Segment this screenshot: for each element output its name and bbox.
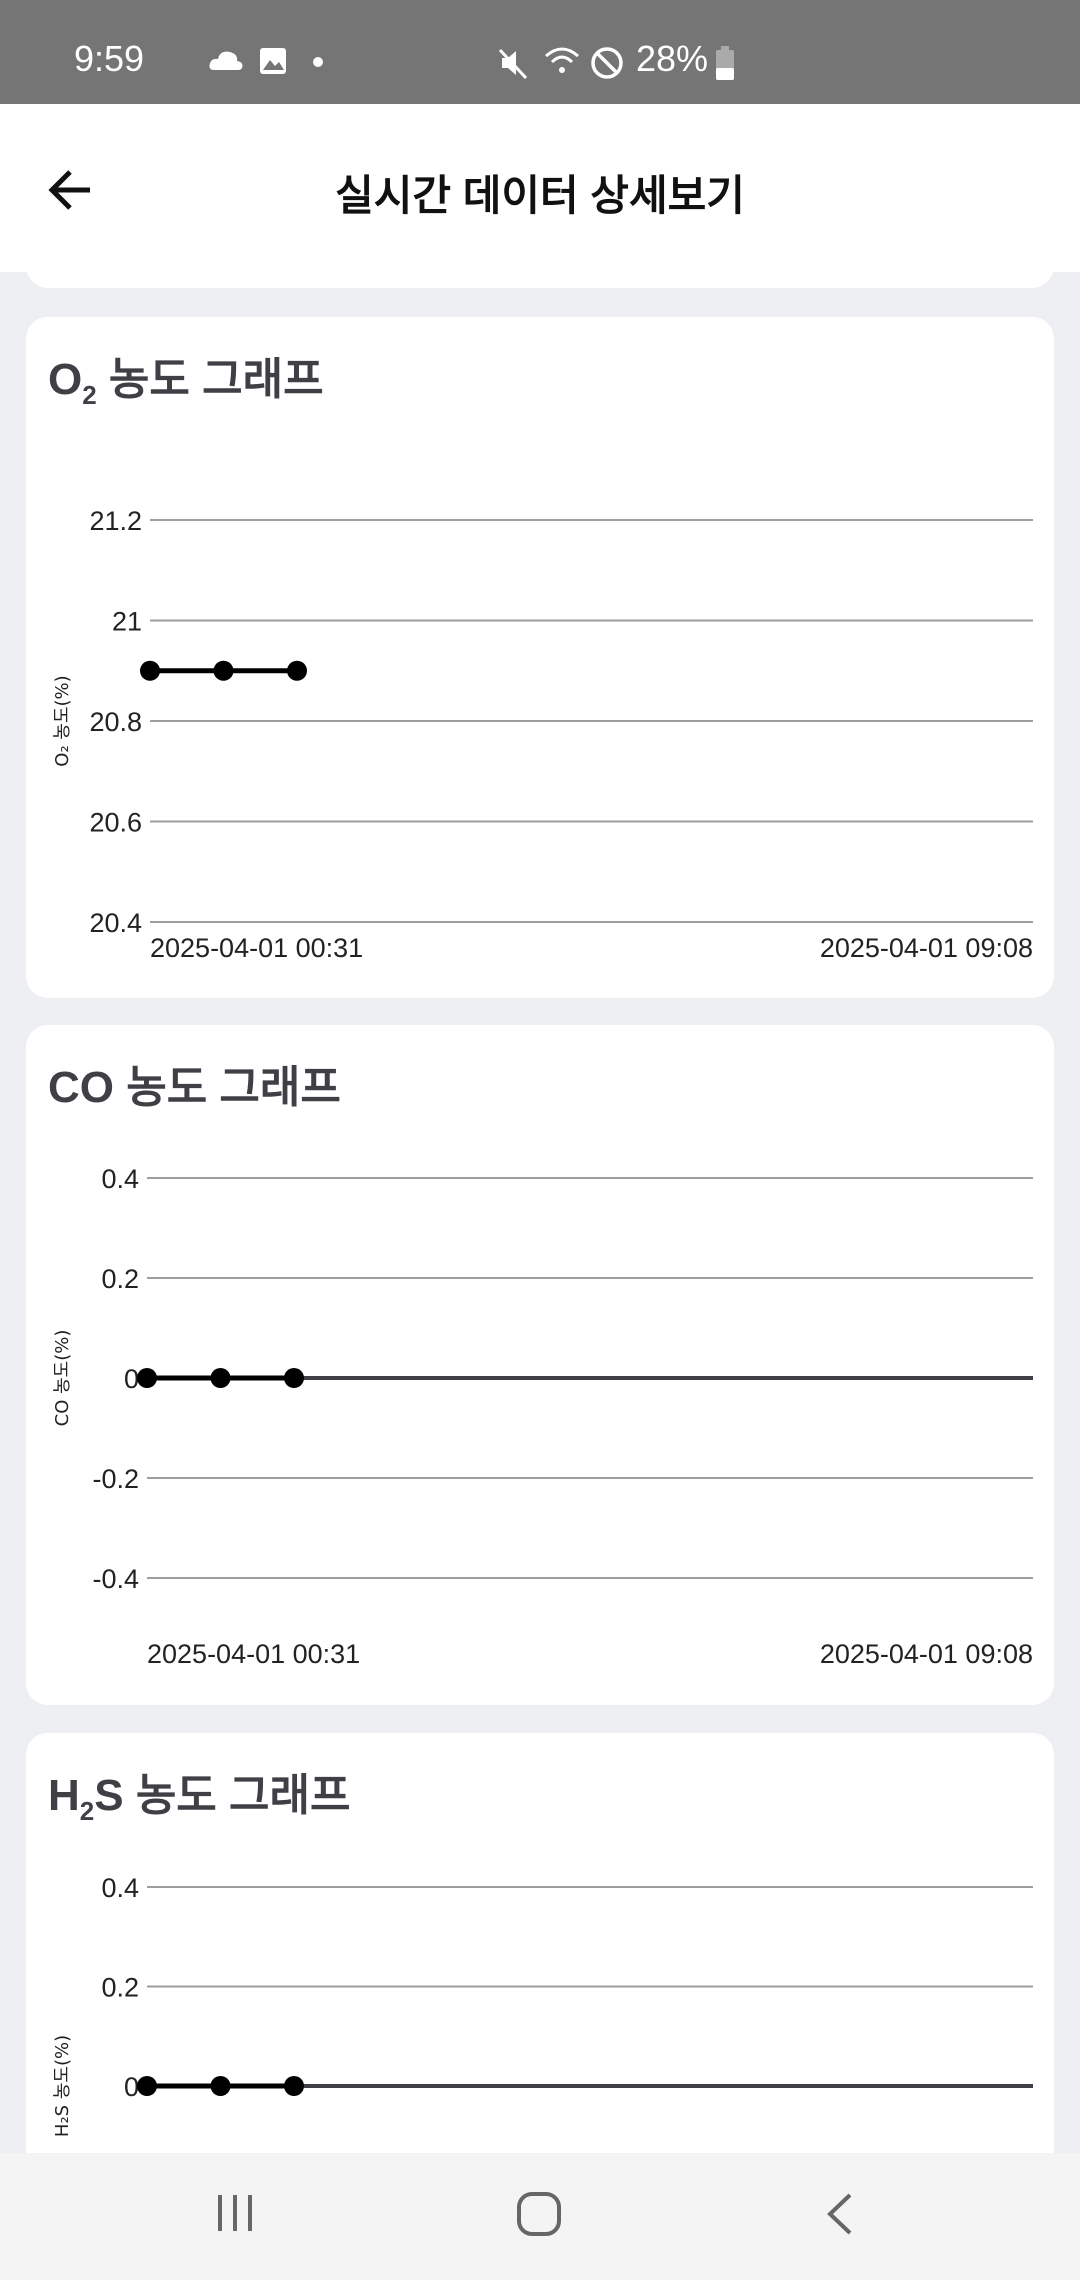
data-point: [284, 2076, 304, 2096]
y-tick-label: 0.4: [101, 1873, 139, 1903]
y-tick-label: 21: [112, 607, 142, 637]
co-chart-card: CO 농도 그래프 0.4 0.2 0 -0.2 -0.4 CO 농도(%) 2025-04…: [26, 1025, 1054, 1705]
data-point: [284, 1368, 304, 1388]
y-tick-label: 0.2: [101, 1973, 139, 2003]
y-axis-title: O₂ 농도(%): [52, 675, 73, 766]
navigation-bar: [0, 2153, 1080, 2280]
h2s-chart-card: H2S 농도 그래프 0.4 0.2 0 H₂S 농도(%): [26, 1733, 1054, 2233]
recent-apps-icon[interactable]: [210, 2191, 260, 2235]
battery-percent: 28%: [636, 38, 709, 79]
cloud-icon: [209, 51, 243, 70]
data-point: [287, 660, 307, 681]
battery-icon: [716, 46, 734, 80]
chart-title: H2S 농도 그래프: [48, 1771, 351, 1826]
y-tick-label: 0: [124, 1364, 139, 1394]
dot-icon: [313, 57, 323, 67]
chart-plot: 21.2 21 20.8 20.6 20.4 O₂ 농도(%) 2025-04-01 00:…: [52, 506, 1033, 963]
x-tick-label: 2025-04-01 00:31: [147, 1639, 360, 1669]
status-time: 9:59: [74, 38, 145, 79]
data-point: [140, 660, 160, 681]
y-tick-label: -0.2: [92, 1464, 139, 1494]
data-point: [137, 1368, 157, 1388]
do-not-disturb-icon: [591, 47, 623, 79]
x-tick-label: 2025-04-01 09:08: [820, 1639, 1033, 1669]
wifi-icon: [545, 47, 579, 73]
y-tick-label: 20.8: [89, 707, 142, 737]
arrow-left-icon[interactable]: [44, 162, 100, 218]
home-icon[interactable]: [514, 2189, 564, 2239]
o2-chart-card: O2 농도 그래프 21.2 21 20.8 20.6 20.4 O₂ 농도(%) 2025…: [26, 317, 1054, 998]
chart-title: CO 농도 그래프: [48, 1063, 341, 1112]
y-tick-label: 0.2: [101, 1264, 139, 1294]
y-tick-label: 0.4: [101, 1164, 139, 1194]
gallery-icon: [260, 48, 286, 74]
mute-icon: [498, 48, 528, 80]
previous-card: [26, 240, 1054, 288]
x-tick-label: 2025-04-01 09:08: [820, 933, 1033, 963]
chart-plot: 0.4 0.2 0 -0.2 -0.4 CO 농도(%) 2025-04-01 00:31 2…: [52, 1164, 1033, 1669]
page-title: 실시간 데이터 상세보기: [335, 172, 745, 219]
data-point: [213, 660, 234, 681]
y-tick-label: 20.4: [89, 908, 142, 938]
chart-plot: 0.4 0.2 0 H₂S 농도(%): [52, 1873, 1033, 2137]
data-point: [210, 2076, 231, 2096]
x-tick-label: 2025-04-01 00:31: [150, 933, 363, 963]
y-axis-title: CO 농도(%): [52, 1330, 73, 1427]
back-icon[interactable]: [820, 2191, 860, 2237]
y-tick-label: 0: [124, 2072, 139, 2102]
y-axis-title: H₂S 농도(%): [52, 2035, 73, 2137]
data-point: [137, 2076, 157, 2096]
y-tick-label: -0.4: [92, 1564, 139, 1594]
y-tick-label: 20.6: [89, 808, 142, 838]
status-bar: 9:59 28%: [0, 0, 1080, 104]
data-point: [210, 1368, 231, 1388]
y-tick-label: 21.2: [89, 506, 142, 536]
chart-title: O2 농도 그래프: [48, 355, 324, 410]
